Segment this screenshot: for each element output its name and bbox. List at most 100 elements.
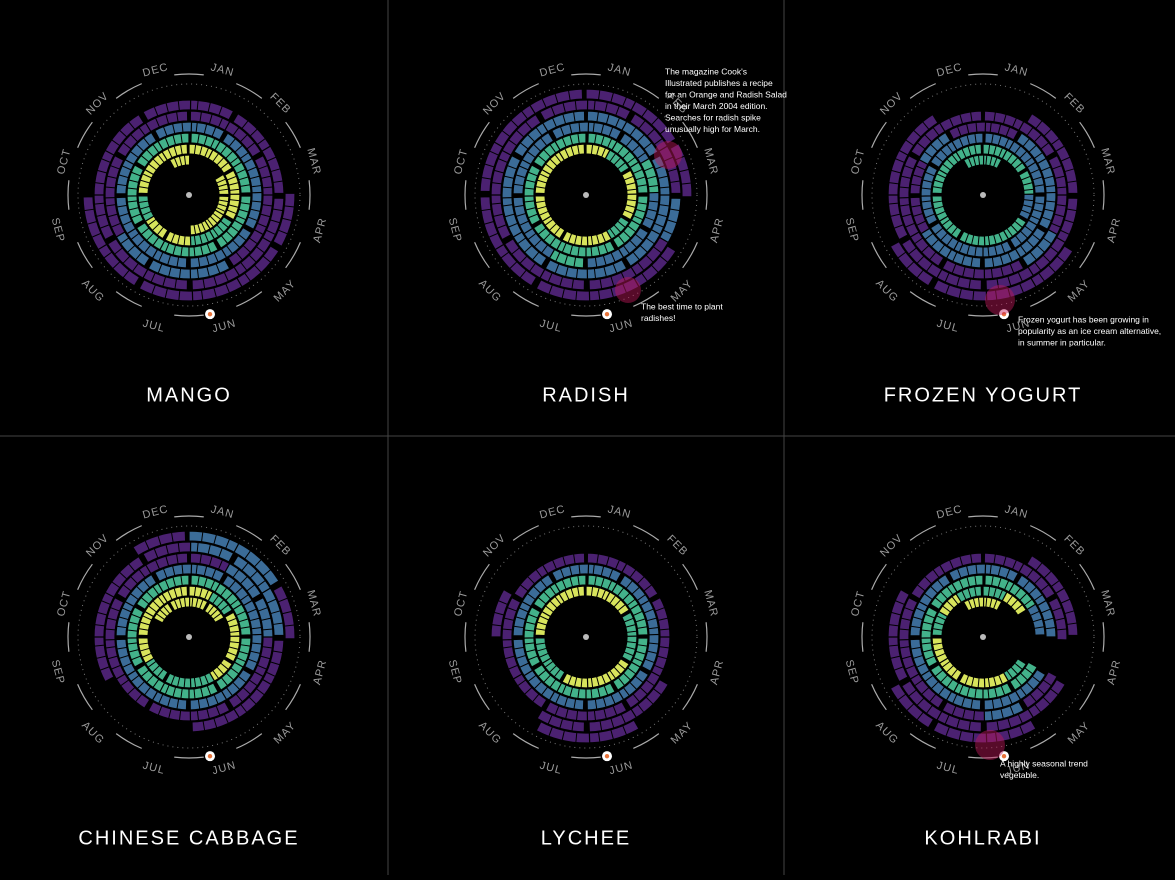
tile-gap [899,204,910,207]
tile-gap [270,168,281,173]
tile-gap [993,587,997,598]
tile-gap [238,618,249,623]
tile-gap [578,564,581,575]
tile-gap [226,230,234,239]
tile-gap [946,586,954,595]
tile-gap [989,564,992,575]
tile-gap [127,642,138,645]
tile-gap [891,611,902,616]
month-divider [871,563,887,590]
tile-gap [653,688,662,696]
tile-gap [156,668,164,678]
tile-gap [617,235,625,244]
tile-gap [1022,204,1033,208]
tile-gap [921,642,932,645]
annotation-highlight [975,730,1005,760]
tile-gap [232,239,241,248]
tile-gap [127,200,138,203]
month-label: JUN [211,317,238,335]
tile-gap [934,227,944,235]
tile-gap [1009,263,1015,274]
panel: JANFEBMARAPRMAYJUNJULAUGSEPOCTNOVDECFROZ… [843,61,1161,406]
tile-gap [959,114,964,125]
tile-gap [210,580,216,590]
tile-gap [525,621,536,625]
tile-gap [555,252,561,262]
tile-gap [622,725,628,736]
tile-gap [985,597,988,608]
month-label: SEP [49,217,67,244]
tile-gap [204,589,209,600]
tile-gap [493,213,504,217]
tile-gap [177,100,180,111]
tile-gap [157,263,163,274]
tile-gap [547,272,553,283]
tile-gap [220,677,228,686]
tile-gap [574,234,578,245]
tile-gap [529,263,536,272]
month-divider [1079,684,1095,711]
tile-gap [916,269,924,279]
month-label: AUG [79,719,106,746]
tile-gap [993,111,996,122]
tile-gap [201,531,204,542]
tile-gap [1043,570,1052,579]
tile-gap [232,681,241,690]
tile-gap [941,218,951,226]
annotation-text: Searches for radish spike [665,112,761,122]
annotation-text: radishes! [641,313,676,323]
tile-gap [1034,704,1042,713]
month-label: JAN [209,503,235,521]
tile-gap [1056,186,1067,189]
tile-gap [101,600,111,605]
tile-gap [528,655,538,661]
tile-gap [1012,559,1017,570]
tile-gap [555,694,561,704]
tile-gap [999,697,1004,708]
tile-gap [623,617,634,623]
tile-gap [914,237,924,245]
tile-gap [910,625,921,629]
tile-gap [991,133,994,144]
tile-gap [561,730,565,741]
tile-gap [548,726,553,737]
tile-gap [251,626,262,630]
tile-gap [541,244,549,254]
tile-gap [659,204,670,207]
tile-gap [484,163,495,168]
tile-gap [84,208,95,212]
month-divider [285,242,301,269]
tile-gap [282,610,292,615]
tile-gap [236,215,247,221]
tile-gap [910,646,921,650]
month-divider [236,291,263,307]
month-label: MAR [1098,589,1117,619]
tile-gap [989,597,993,608]
month-divider [633,525,660,541]
tile-gap [921,187,932,190]
tile-gap [1000,266,1004,277]
month-divider [909,83,936,99]
tile-gap [958,242,964,253]
tile-gap [229,641,240,644]
tile-gap [612,263,618,274]
tile-gap [122,584,132,592]
tile-gap [1056,204,1067,207]
tile-gap [122,255,131,264]
tile-gap [208,114,213,125]
center-dot [186,192,192,198]
tile-gap [1060,229,1070,235]
tile-gap [218,547,223,558]
tile-gap [144,244,152,254]
tile-gap [131,655,141,661]
tile-gap [234,144,243,153]
tile-gap [964,675,970,685]
tile-gap [603,243,609,254]
tile-gap [144,686,152,696]
tile-gap [491,624,502,627]
tile-gap [151,665,160,673]
tile-gap [993,234,997,245]
tile-gap [540,137,548,147]
tile-gap [922,207,933,211]
tile-gap [605,556,610,567]
